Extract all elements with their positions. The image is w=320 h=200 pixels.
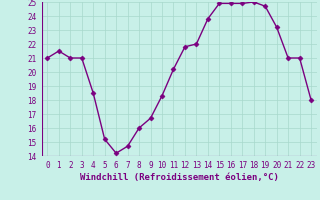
X-axis label: Windchill (Refroidissement éolien,°C): Windchill (Refroidissement éolien,°C) — [80, 173, 279, 182]
